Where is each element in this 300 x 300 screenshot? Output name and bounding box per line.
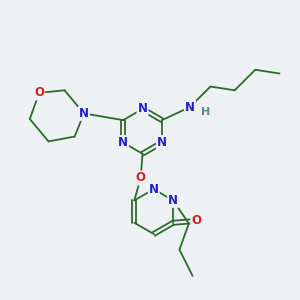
Text: N: N bbox=[149, 183, 159, 196]
Text: N: N bbox=[137, 102, 148, 116]
Text: O: O bbox=[34, 86, 44, 99]
Text: N: N bbox=[157, 136, 167, 149]
Text: N: N bbox=[185, 100, 195, 114]
Text: O: O bbox=[136, 172, 146, 184]
Text: N: N bbox=[79, 107, 89, 120]
Text: N: N bbox=[118, 136, 128, 149]
Text: H: H bbox=[201, 106, 210, 117]
Text: O: O bbox=[191, 214, 201, 227]
Text: N: N bbox=[168, 194, 178, 207]
